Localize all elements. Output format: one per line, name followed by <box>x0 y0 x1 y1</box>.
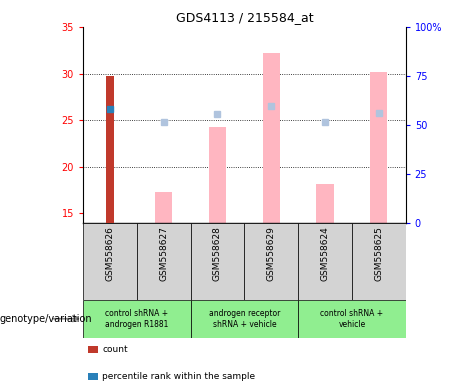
Bar <box>209 127 226 223</box>
Bar <box>298 300 406 338</box>
Bar <box>352 223 406 300</box>
Bar <box>155 192 172 223</box>
Text: count: count <box>102 345 128 354</box>
Text: GSM558625: GSM558625 <box>374 227 383 281</box>
Text: GSM558627: GSM558627 <box>159 227 168 281</box>
Bar <box>190 223 244 300</box>
Bar <box>137 223 190 300</box>
Text: androgen receptor
shRNA + vehicle: androgen receptor shRNA + vehicle <box>209 309 280 329</box>
Bar <box>190 300 298 338</box>
Text: control shRNA +
vehicle: control shRNA + vehicle <box>320 309 384 329</box>
Text: control shRNA +
androgen R1881: control shRNA + androgen R1881 <box>105 309 168 329</box>
Text: GSM558629: GSM558629 <box>267 227 276 281</box>
Text: percentile rank within the sample: percentile rank within the sample <box>102 372 255 381</box>
Bar <box>298 223 352 300</box>
Text: GSM558626: GSM558626 <box>106 227 114 281</box>
Bar <box>106 76 114 223</box>
Bar <box>316 184 334 223</box>
Text: genotype/variation: genotype/variation <box>0 314 93 324</box>
Text: GSM558624: GSM558624 <box>320 227 330 281</box>
Bar <box>263 53 280 223</box>
Title: GDS4113 / 215584_at: GDS4113 / 215584_at <box>176 11 313 24</box>
Text: GSM558628: GSM558628 <box>213 227 222 281</box>
Bar <box>83 300 190 338</box>
Bar <box>83 223 137 300</box>
Bar <box>370 72 387 223</box>
Bar <box>244 223 298 300</box>
